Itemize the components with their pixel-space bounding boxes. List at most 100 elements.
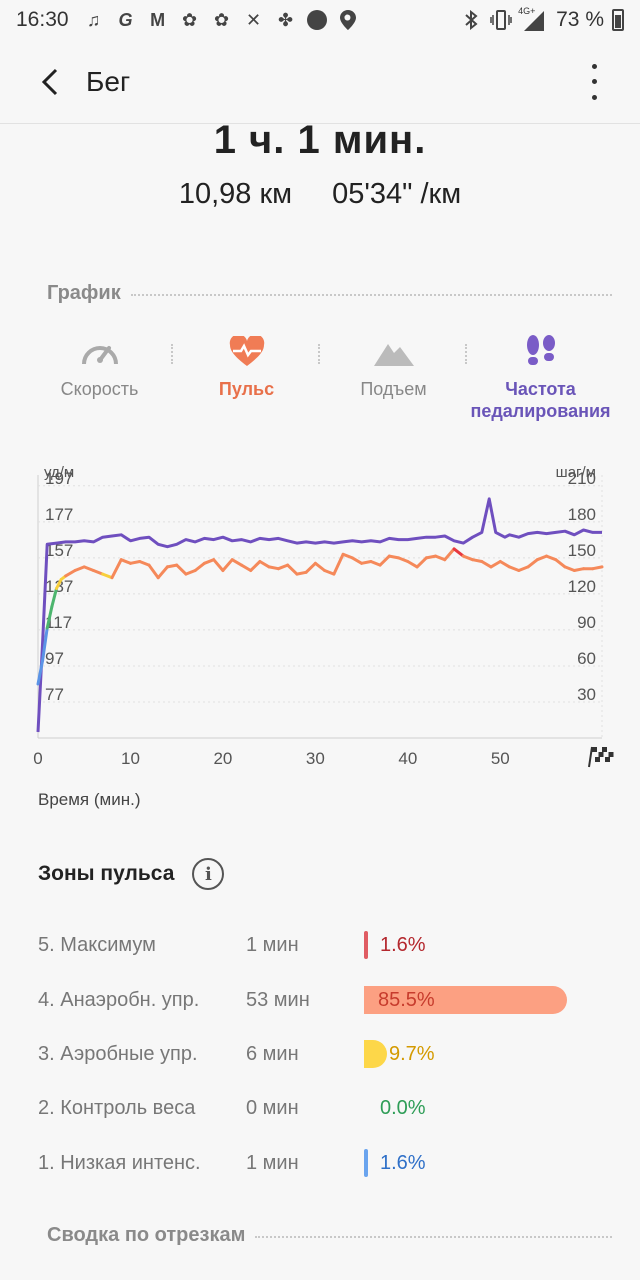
heart-rate-series-segment [406, 560, 419, 569]
heart-rate-series-segment [452, 547, 465, 558]
info-icon: i [204, 863, 212, 885]
heart-rate-series-segment [165, 563, 179, 569]
heart-rate-icon [229, 330, 265, 374]
heart-rate-series-segment [230, 558, 243, 567]
zone-row: 2. Контроль веса 0 мин 0.0% [38, 1090, 618, 1126]
heart-rate-series-segment [563, 565, 576, 572]
zone-name: 3. Аэробные упр. [38, 1042, 198, 1065]
heart-rate-series-segment [545, 554, 558, 562]
zone-bar-track: 9.7% [364, 1040, 604, 1068]
battery-icon [612, 9, 624, 31]
heart-rate-series-segment [184, 569, 197, 576]
heart-rate-series-segment [341, 552, 354, 560]
heart-rate-series-segment [535, 554, 548, 562]
distance-value: 10,98 км [178, 178, 293, 210]
vibrate-icon [490, 9, 512, 31]
tab-elevation-label: Подъем [360, 379, 427, 399]
heart-rate-series-segment [554, 558, 567, 569]
info-button[interactable]: i [192, 858, 225, 890]
graph-tabs: Скорость Пульс Подъем Частота педалирова… [26, 330, 626, 430]
heart-rate-series-segment [461, 554, 475, 562]
pace-value: 05'34" /км [332, 178, 462, 210]
zone-bar-track: 1.6% [364, 1149, 604, 1177]
heart-rate-series-segment [101, 572, 114, 580]
x-tick-label: 20 [213, 749, 232, 768]
right-tick-label: 120 [568, 577, 596, 596]
heart-rate-series-segment [332, 552, 345, 576]
heart-rate-series-segment [415, 556, 428, 569]
zone-duration: 6 мин [246, 1042, 299, 1065]
heart-rate-series-segment [498, 560, 511, 569]
left-tick-label: 197 [45, 469, 73, 488]
mcdonalds-icon: M [150, 9, 166, 30]
heart-rate-series-segment [119, 558, 132, 565]
workout-duration: 1 ч. 1 мин. [213, 118, 427, 162]
heart-rate-series-segment [304, 561, 317, 574]
zone-row: 1. Низкая интенс. 1 мин 1.6% [38, 1145, 618, 1181]
status-time: 16:30 [16, 8, 69, 31]
heart-rate-series-segment [92, 569, 105, 576]
zone-bar-track: 85.5% [364, 986, 604, 1014]
heart-rate-series-segment [267, 565, 280, 571]
signal-icon: 4G+ [518, 6, 548, 31]
location-pin-icon [337, 9, 359, 31]
app-clover-icon: ✤ [278, 9, 294, 30]
back-button[interactable] [30, 62, 70, 102]
x-tick-label: 0 [33, 749, 42, 768]
heart-rate-series-segment [397, 556, 410, 563]
zone-duration: 0 мин [246, 1096, 299, 1119]
heart-rate-series-segment [73, 565, 86, 572]
zone-bar [364, 986, 567, 1014]
splits-section-label: Сводка по отрезкам [47, 1224, 246, 1246]
zone-bar [364, 1040, 387, 1068]
x-tick-label: 10 [121, 749, 140, 768]
splits-section-header: Сводка по отрезкам [47, 1224, 612, 1247]
heart-rate-series-segment [239, 563, 253, 572]
heart-rate-chart: уд/мшаг/м1972101771801571501371201179097… [33, 464, 614, 768]
heart-rate-series-segment [526, 558, 539, 569]
section-divider [255, 1235, 612, 1238]
zone-name: 2. Контроль веса [38, 1096, 196, 1119]
zone-row: 3. Аэробные упр. 6 мин 9.7% [38, 1036, 618, 1072]
battery-percent: 73 % [556, 8, 604, 31]
x-tick-label: 40 [398, 749, 417, 768]
left-tick-label: 117 [45, 613, 72, 632]
app-bar: Бег [0, 40, 640, 124]
right-tick-label: 180 [568, 505, 596, 524]
more-vert-icon [591, 63, 597, 69]
zone-duration: 53 мин [246, 988, 310, 1011]
heart-rate-series-segment [378, 554, 391, 567]
tab-heart-rate[interactable]: Пульс [173, 330, 320, 430]
heart-rate-series-segment [295, 570, 308, 576]
left-tick-label: 97 [45, 649, 64, 668]
speedometer-icon [80, 330, 120, 374]
heart-rate-series-segment [202, 558, 216, 565]
zone-name: 1. Низкая интенс. [38, 1151, 201, 1174]
tab-cadence[interactable]: Частота педалирования [467, 330, 614, 430]
record-dot-icon [306, 10, 327, 30]
tab-speed-label: Скорость [60, 379, 139, 399]
heart-rate-series-segment [64, 569, 77, 578]
music-note-icon: ♫ [86, 9, 101, 30]
x-axis-label: Время (мин.) [38, 790, 141, 809]
section-divider [130, 293, 612, 296]
more-options-button[interactable] [584, 63, 604, 100]
heart-rate-series-segment [387, 554, 401, 560]
heart-rate-series-segment [489, 560, 502, 569]
zones-title: Зоны пульса [38, 862, 175, 885]
tab-elevation[interactable]: Подъем [320, 330, 467, 430]
x-tick-label: 50 [491, 749, 510, 768]
heart-rate-series-segment [360, 560, 373, 565]
footsteps-icon [524, 330, 558, 374]
heart-rate-series-segment [221, 558, 234, 572]
heart-rate-series-segment [350, 556, 364, 565]
heart-rate-series-segment [147, 563, 160, 580]
app-flower-icon: ✿ [182, 9, 198, 30]
heart-rate-series-segment [508, 565, 521, 572]
zone-duration: 1 мин [246, 1151, 299, 1174]
heart-rate-series-segment [129, 560, 142, 565]
heart-rate-series-segment [55, 578, 63, 590]
heart-rate-series-segment [276, 563, 290, 571]
heart-rate-zones-header: Зоны пульса i [38, 858, 225, 890]
tab-speed[interactable]: Скорость [26, 330, 173, 430]
